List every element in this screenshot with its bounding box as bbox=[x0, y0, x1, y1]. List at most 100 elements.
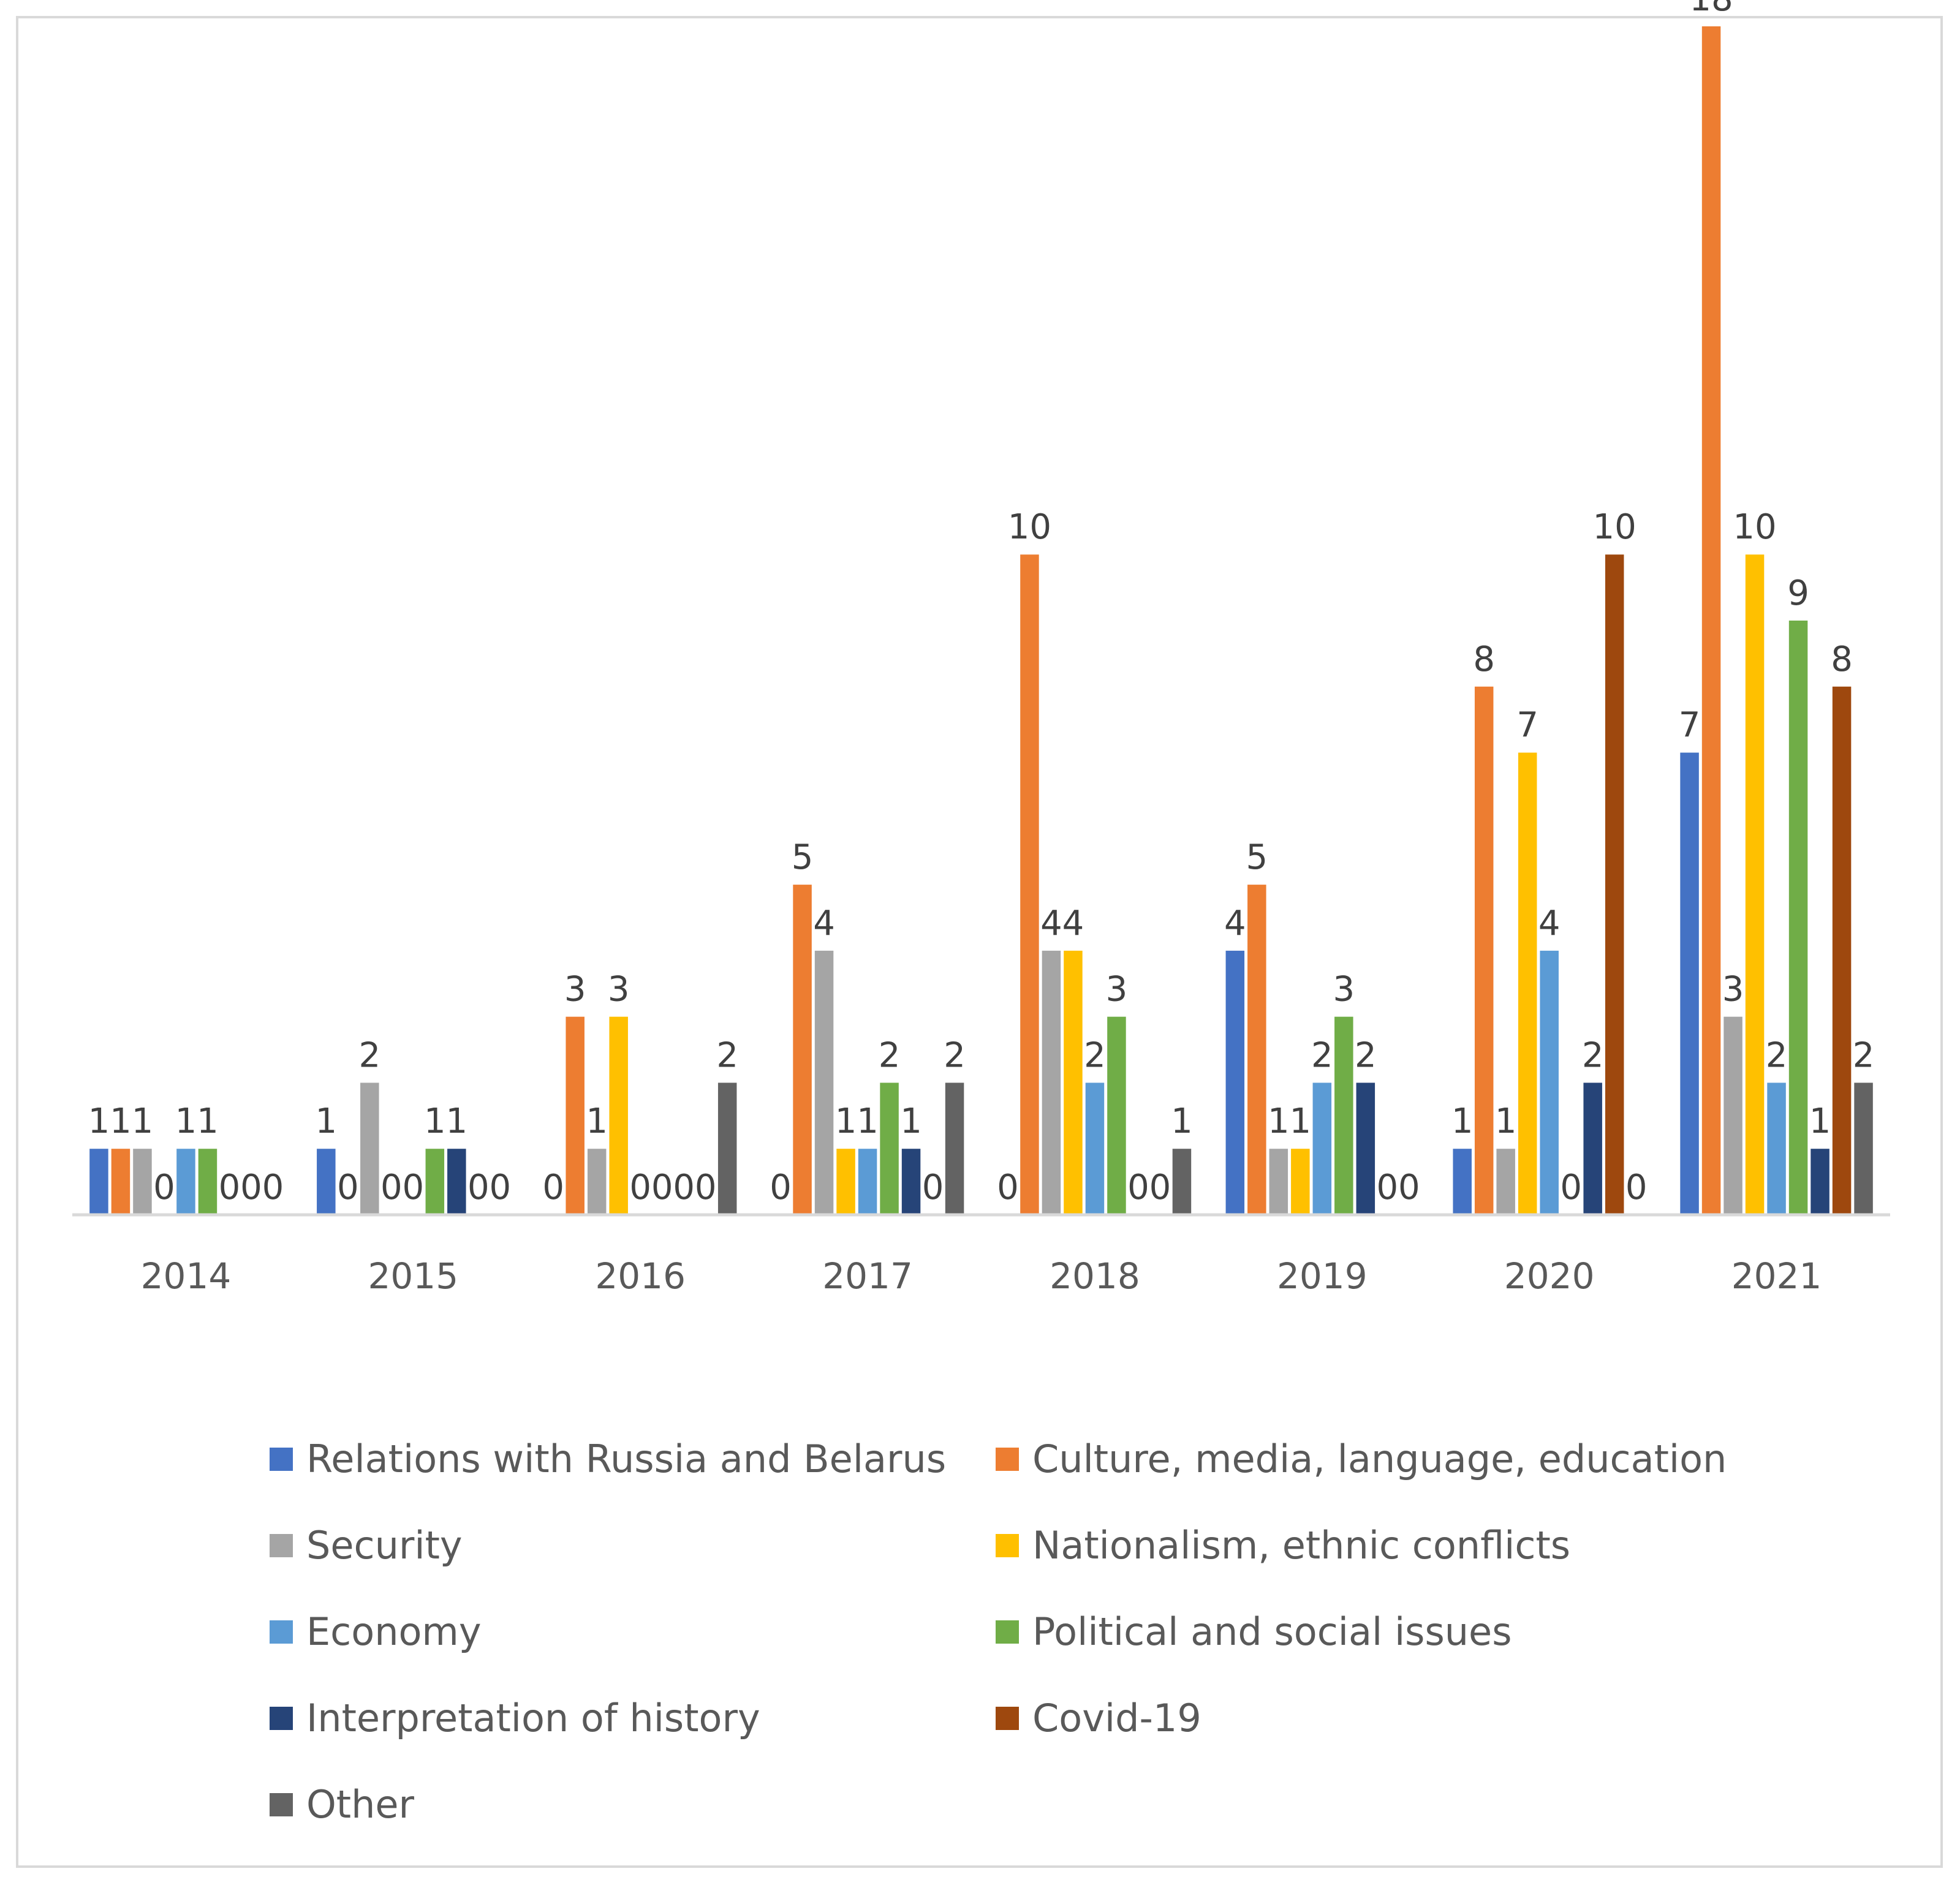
bar-2020-8 bbox=[1605, 554, 1624, 1215]
data-label-2021-1: 7 bbox=[1679, 706, 1701, 746]
data-label-2014-3: 1 bbox=[132, 1101, 154, 1141]
x-tick-2018: 2018 bbox=[1050, 1255, 1140, 1297]
legend-item-9: Other bbox=[270, 1782, 415, 1827]
data-label-2021-3: 3 bbox=[1722, 970, 1744, 1010]
data-label-2017-4: 1 bbox=[835, 1101, 857, 1141]
data-label-2019-8: 0 bbox=[1376, 1168, 1398, 1207]
bar-2017-3 bbox=[814, 950, 834, 1215]
legend-item-5: Economy bbox=[270, 1609, 482, 1654]
bar-2019-3 bbox=[1269, 1149, 1288, 1215]
data-label-2018-4: 4 bbox=[1062, 904, 1084, 943]
legend-swatch bbox=[270, 1707, 293, 1730]
data-label-2015-8: 0 bbox=[467, 1168, 490, 1207]
data-label-2014-1: 1 bbox=[88, 1101, 110, 1141]
data-label-2015-6: 1 bbox=[424, 1101, 446, 1141]
bar-2014-2 bbox=[111, 1149, 131, 1215]
legend-swatch bbox=[996, 1620, 1019, 1644]
data-label-2016-9: 2 bbox=[716, 1035, 738, 1075]
bar-2015-1 bbox=[317, 1149, 336, 1215]
legend-label: Security bbox=[306, 1523, 463, 1568]
bar-2021-8 bbox=[1832, 686, 1852, 1215]
data-label-2020-6: 0 bbox=[1560, 1168, 1582, 1207]
legend-label: Covid-19 bbox=[1032, 1696, 1201, 1740]
data-label-2014-6: 1 bbox=[197, 1101, 219, 1141]
data-label-2018-7: 0 bbox=[1127, 1168, 1149, 1207]
data-label-2015-1: 1 bbox=[315, 1101, 337, 1141]
legend-label: Culture, media, language, education bbox=[1032, 1437, 1727, 1481]
data-label-2017-3: 4 bbox=[813, 904, 835, 943]
bar-2017-4 bbox=[836, 1149, 855, 1215]
data-label-2019-2: 5 bbox=[1246, 837, 1268, 877]
data-label-2020-4: 7 bbox=[1516, 706, 1538, 746]
data-label-2017-1: 0 bbox=[770, 1168, 792, 1207]
data-label-2020-9: 0 bbox=[1625, 1168, 1648, 1207]
data-label-2015-9: 0 bbox=[489, 1168, 511, 1207]
bar-2014-1 bbox=[89, 1149, 108, 1215]
data-label-2020-1: 1 bbox=[1451, 1101, 1474, 1141]
data-label-2017-7: 1 bbox=[900, 1101, 922, 1141]
data-label-2014-2: 1 bbox=[110, 1101, 132, 1141]
legend: Relations with Russia and Belarus Culture… bbox=[270, 1437, 1727, 1827]
data-label-2021-5: 2 bbox=[1766, 1035, 1788, 1075]
bar-2014-5 bbox=[176, 1149, 195, 1215]
data-label-2017-8: 0 bbox=[922, 1168, 944, 1207]
data-label-2016-7: 0 bbox=[673, 1168, 695, 1207]
bar-2019-4 bbox=[1291, 1149, 1310, 1215]
x-tick-2014: 2014 bbox=[141, 1255, 232, 1297]
data-label-2019-4: 1 bbox=[1289, 1101, 1311, 1141]
data-label-2015-5: 0 bbox=[402, 1168, 424, 1207]
data-label-2018-6: 3 bbox=[1106, 970, 1128, 1010]
x-tick-2019: 2019 bbox=[1277, 1255, 1368, 1297]
bar-2016-2 bbox=[566, 1016, 585, 1215]
data-label-2014-4: 0 bbox=[153, 1168, 175, 1207]
bar-2019-2 bbox=[1247, 885, 1266, 1215]
bar-2017-9 bbox=[945, 1082, 964, 1215]
bar-2021-9 bbox=[1854, 1082, 1873, 1215]
legend-label: Economy bbox=[306, 1609, 482, 1654]
legend-item-3: Security bbox=[270, 1523, 463, 1568]
bar-2015-7 bbox=[447, 1149, 466, 1215]
data-label-2015-7: 1 bbox=[445, 1101, 467, 1141]
bar-2018-2 bbox=[1020, 554, 1039, 1215]
legend-item-6: Political and social issues bbox=[996, 1609, 1512, 1654]
data-label-2021-9: 2 bbox=[1853, 1035, 1875, 1075]
data-label-2015-3: 2 bbox=[358, 1035, 380, 1075]
data-label-2015-2: 0 bbox=[337, 1168, 359, 1207]
bar-2020-4 bbox=[1518, 752, 1537, 1215]
data-label-2017-6: 2 bbox=[879, 1035, 901, 1075]
legend-item-8: Covid-19 bbox=[996, 1696, 1201, 1740]
bar-2015-3 bbox=[360, 1082, 379, 1215]
bar-2021-7 bbox=[1811, 1149, 1829, 1215]
data-label-2016-2: 3 bbox=[564, 970, 586, 1010]
data-label-2016-6: 0 bbox=[651, 1168, 673, 1207]
legend-label: Relations with Russia and Belarus bbox=[306, 1437, 946, 1481]
legend-item-2: Culture, media, language, education bbox=[996, 1437, 1727, 1481]
legend-swatch bbox=[270, 1620, 293, 1644]
data-label-2016-3: 1 bbox=[586, 1101, 608, 1141]
legend-item-1: Relations with Russia and Belarus bbox=[270, 1437, 946, 1481]
x-tick-labels-layer: 2014 2015 2016 2017 2018 2019 2020 2021 bbox=[141, 1255, 1822, 1297]
x-tick-2020: 2020 bbox=[1504, 1255, 1595, 1297]
bars-layer bbox=[89, 26, 1873, 1215]
bar-2018-9 bbox=[1172, 1149, 1192, 1215]
data-label-2016-5: 0 bbox=[629, 1168, 651, 1207]
bar-2021-3 bbox=[1724, 1016, 1742, 1215]
data-label-2018-3: 4 bbox=[1040, 904, 1062, 943]
data-label-2016-1: 0 bbox=[542, 1168, 564, 1207]
data-label-2019-9: 0 bbox=[1398, 1168, 1420, 1207]
data-label-2016-4: 3 bbox=[608, 970, 630, 1010]
bar-2016-4 bbox=[609, 1016, 628, 1215]
bar-2014-3 bbox=[133, 1149, 152, 1215]
data-label-2018-8: 0 bbox=[1149, 1168, 1171, 1207]
data-label-2017-9: 2 bbox=[944, 1035, 966, 1075]
data-label-2014-8: 0 bbox=[240, 1168, 262, 1207]
legend-swatch bbox=[270, 1534, 293, 1557]
x-tick-2017: 2017 bbox=[822, 1255, 913, 1297]
bar-2018-3 bbox=[1042, 950, 1061, 1215]
bar-2017-2 bbox=[793, 885, 812, 1215]
data-label-2019-7: 2 bbox=[1355, 1035, 1377, 1075]
data-label-2020-8: 10 bbox=[1593, 507, 1636, 547]
legend-swatch bbox=[996, 1707, 1019, 1730]
